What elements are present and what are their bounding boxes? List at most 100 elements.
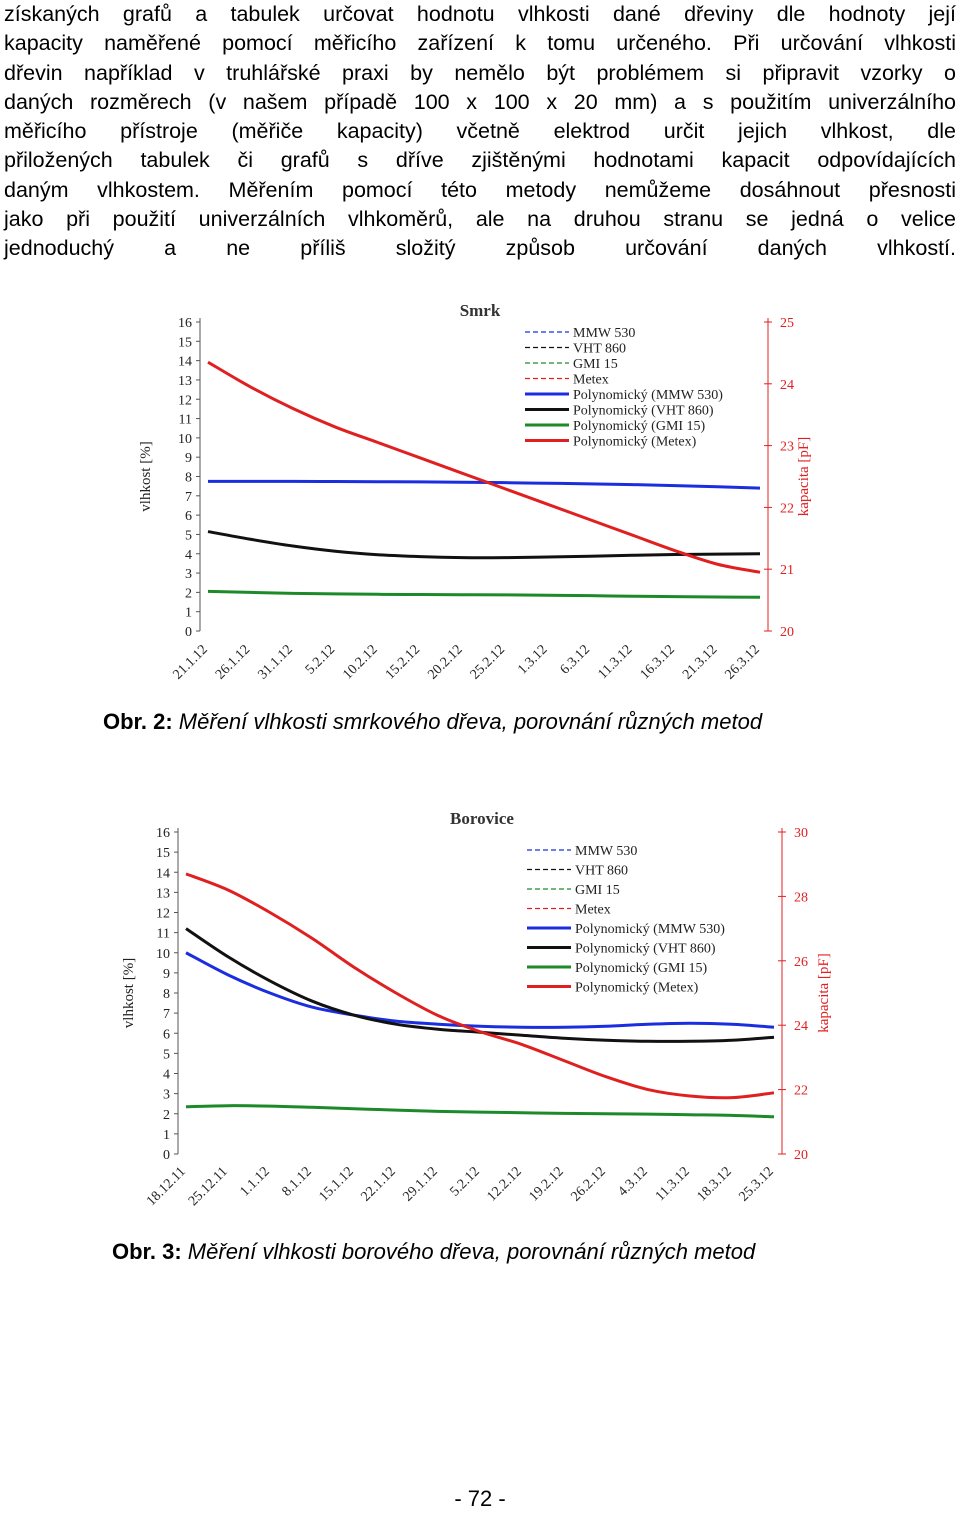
paragraph-line: daných rozměrech (v našem případě 100 x … <box>4 89 956 114</box>
x-tick-label: 26.2.12 <box>569 1164 609 1204</box>
legend-label: VHT 860 <box>573 342 626 357</box>
caption-text: Měření vlhkosti smrkového dřeva, porovná… <box>172 709 763 734</box>
legend-label: Polynomický (GMI 15) <box>573 419 706 434</box>
x-tick-label: 16.3.12 <box>638 642 678 682</box>
y-tick-label: 12 <box>156 907 170 922</box>
series-line <box>185 872 775 1100</box>
y-tick-label: 6 <box>185 509 192 524</box>
y-tick-label: 1 <box>163 1128 170 1143</box>
y-tick-label: 1 <box>185 606 192 621</box>
series-line <box>185 951 775 1029</box>
y-tick-label: 5 <box>163 1047 170 1062</box>
y-tick-label: 11 <box>179 413 192 428</box>
chart-title: Borovice <box>450 809 514 828</box>
series-line <box>185 1104 775 1119</box>
legend-label: Polynomický (Metex) <box>575 981 699 996</box>
y-tick-label: 7 <box>163 1007 170 1022</box>
y-tick-label: 6 <box>163 1027 170 1042</box>
y-tick-label: 4 <box>163 1068 170 1083</box>
series-line <box>207 530 761 560</box>
y-axis-label: vlhkost [%] <box>138 441 154 511</box>
paragraph-line: kapacity naměřené pomocí měřicího zaříze… <box>4 31 956 56</box>
legend-label: Polynomický (MMW 530) <box>575 922 725 937</box>
y-tick-label: 8 <box>163 987 170 1002</box>
x-tick-label: 1.3.12 <box>515 642 550 677</box>
paragraph-line: jako při použití univerzálních vlhkoměrů… <box>4 207 956 232</box>
x-tick-label: 11.3.12 <box>596 642 636 682</box>
y-tick-label: 14 <box>156 866 170 881</box>
x-tick-label: 18.3.12 <box>695 1164 735 1204</box>
y2-tick-label: 23 <box>780 440 794 455</box>
x-tick-label: 26.1.12 <box>213 642 253 682</box>
y-tick-label: 9 <box>185 451 192 466</box>
y-tick-label: 0 <box>163 1148 170 1163</box>
x-tick-label: 15.1.12 <box>317 1164 357 1204</box>
caption-prefix: Obr. 3: <box>112 1239 182 1264</box>
y-tick-label: 2 <box>185 586 192 601</box>
x-tick-label: 25.3.12 <box>737 1164 777 1204</box>
legend-label: MMW 530 <box>573 326 635 341</box>
x-tick-label: 5.2.12 <box>303 642 338 677</box>
y-tick-label: 7 <box>185 490 192 505</box>
x-tick-label: 12.2.12 <box>485 1164 525 1204</box>
y-tick-label: 8 <box>185 471 192 486</box>
y2-tick-label: 22 <box>794 1084 808 1099</box>
y-tick-label: 13 <box>156 886 170 901</box>
y2-tick-label: 26 <box>794 955 808 970</box>
legend-label: Polynomický (VHT 860) <box>573 404 714 419</box>
y-tick-label: 3 <box>163 1088 170 1103</box>
legend-label: MMW 530 <box>575 844 637 859</box>
y-tick-label: 13 <box>178 374 192 389</box>
y-tick-label: 12 <box>178 393 192 408</box>
y-tick-label: 3 <box>185 567 192 582</box>
x-tick-label: 10.2.12 <box>340 642 380 682</box>
x-tick-label: 18.12.11 <box>144 1164 189 1209</box>
y-tick-label: 14 <box>178 355 192 370</box>
y2-tick-label: 24 <box>780 378 794 393</box>
x-tick-label: 4.3.12 <box>615 1164 650 1199</box>
legend-label: VHT 860 <box>575 864 628 879</box>
legend-label: Polynomický (VHT 860) <box>575 942 716 957</box>
x-tick-label: 1.1.12 <box>237 1164 272 1199</box>
y-tick-label: 4 <box>185 548 192 563</box>
x-tick-label: 25.2.12 <box>468 642 508 682</box>
body-paragraph: získaných grafů a tabulek určovat hodnot… <box>4 0 956 264</box>
chart-title: Smrk <box>460 301 501 320</box>
paragraph-line: získaných grafů a tabulek určovat hodnot… <box>4 2 956 26</box>
caption-text: Měření vlhkosti borového dřeva, porovnán… <box>181 1239 756 1264</box>
y-tick-label: 9 <box>163 967 170 982</box>
legend-label: GMI 15 <box>573 357 618 372</box>
y-tick-label: 10 <box>178 432 192 447</box>
y-tick-label: 16 <box>156 826 170 841</box>
y2-tick-label: 30 <box>794 826 808 841</box>
x-tick-label: 11.3.12 <box>653 1164 693 1204</box>
x-tick-label: 29.1.12 <box>401 1164 441 1204</box>
y2-axis-label: kapacita [pF] <box>796 437 812 517</box>
y-tick-label: 2 <box>163 1108 170 1123</box>
legend-label: GMI 15 <box>575 883 620 898</box>
y2-axis-label: kapacita [pF] <box>816 953 832 1033</box>
paragraph-line: jednoduchý a ne příliš složitý způsob ur… <box>4 236 956 261</box>
y2-tick-label: 21 <box>780 563 794 578</box>
legend-label: Polynomický (GMI 15) <box>575 961 708 976</box>
y-tick-label: 5 <box>185 528 192 543</box>
x-tick-label: 25.12.11 <box>186 1164 231 1209</box>
x-tick-label: 6.3.12 <box>558 642 593 677</box>
legend-label: Metex <box>573 373 609 388</box>
caption-prefix: Obr. 2: <box>103 709 173 734</box>
x-tick-label: 5.2.12 <box>447 1164 482 1199</box>
legend-label: Polynomický (Metex) <box>573 435 697 450</box>
legend-label: Polynomický (MMW 530) <box>573 388 723 403</box>
series-line <box>207 360 761 574</box>
legend-label: Metex <box>575 903 611 918</box>
x-tick-label: 26.3.12 <box>723 642 763 682</box>
x-tick-label: 21.1.12 <box>171 642 211 682</box>
page-number: - 72 - <box>454 1486 506 1511</box>
y2-tick-label: 28 <box>794 890 808 905</box>
x-tick-label: 15.2.12 <box>383 642 423 682</box>
figure-caption: Obr. 2: Měření vlhkosti smrkového dřeva,… <box>103 709 762 735</box>
x-tick-label: 31.1.12 <box>255 642 295 682</box>
y-tick-label: 10 <box>156 947 170 962</box>
pine-moisture-chart: Borovice012345678910111213141516vlhkost … <box>121 809 832 1209</box>
